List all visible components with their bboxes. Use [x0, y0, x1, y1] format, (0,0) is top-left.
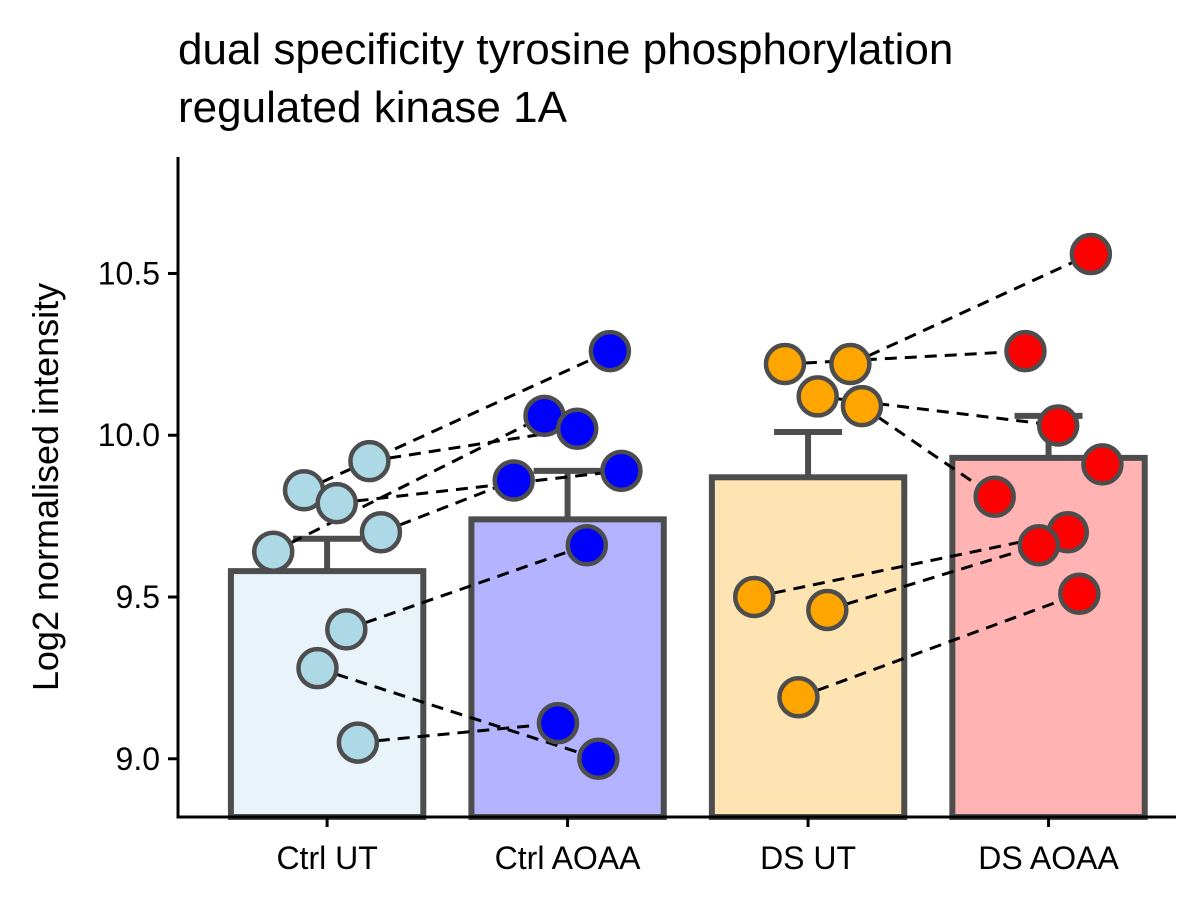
y-tick-label: 10.5	[98, 255, 160, 291]
data-point	[555, 407, 599, 451]
pair-line	[380, 479, 515, 534]
pair-line	[345, 543, 588, 631]
plot-area: 9.0 9.5 10.0 10.5 Ctrl UT Ctrl AOAA DS UT DS AO…	[98, 157, 1176, 876]
chart-title-line-2: regulated kinase 1A	[178, 83, 568, 132]
pair-line	[849, 252, 1092, 366]
pair-line	[272, 414, 546, 554]
pair-line	[826, 543, 1040, 612]
data-point	[973, 475, 1016, 518]
data-point	[315, 481, 358, 525]
data-point	[1058, 572, 1101, 616]
data-point	[251, 530, 295, 573]
data-point	[600, 449, 643, 493]
pair-line	[797, 592, 1080, 699]
data-point	[359, 511, 403, 554]
data-point	[1081, 443, 1124, 486]
x-tick-label: Ctrl UT	[276, 840, 377, 876]
data-point	[565, 523, 609, 567]
data-point	[588, 329, 632, 373]
pair-line	[784, 349, 1026, 366]
bar-ds-ut	[708, 474, 908, 820]
data-point	[296, 646, 339, 690]
data-point	[829, 342, 872, 386]
x-tick-label: DS UT	[760, 840, 856, 876]
bar-ds-aoaa	[949, 454, 1148, 820]
data-point	[325, 608, 368, 651]
pair-line	[303, 349, 611, 492]
data-point	[763, 342, 807, 386]
pair-line	[369, 427, 578, 463]
pair-line	[357, 721, 559, 745]
data-point	[840, 384, 884, 428]
data-point	[492, 459, 535, 502]
data-point	[1036, 404, 1080, 447]
bar-ctrl-aoaa	[468, 516, 667, 821]
data-point	[577, 737, 620, 781]
data-point	[1017, 523, 1061, 567]
y-tick-label: 10.0	[98, 417, 160, 453]
x-tick-label: Ctrl AOAA	[495, 840, 641, 876]
x-tick-label: DS AOAA	[978, 840, 1119, 876]
data-point	[536, 701, 580, 745]
y-tick-label: 9.5	[116, 579, 160, 615]
data-point	[777, 676, 820, 719]
y-tick-label: 9.0	[116, 741, 160, 777]
data-point	[348, 439, 391, 483]
data-point	[1069, 232, 1113, 276]
data-point	[796, 375, 839, 418]
data-point	[732, 575, 776, 619]
data-point	[806, 588, 849, 632]
pair-line	[861, 404, 996, 498]
pair-line	[317, 666, 599, 761]
chart-title: dual specificity tyrosine phosphorylatio…	[178, 25, 953, 74]
y-axis-label: Log2 normalised intensity	[25, 283, 66, 691]
data-point	[1004, 329, 1047, 373]
pair-line	[753, 530, 1069, 599]
data-point	[336, 721, 380, 764]
